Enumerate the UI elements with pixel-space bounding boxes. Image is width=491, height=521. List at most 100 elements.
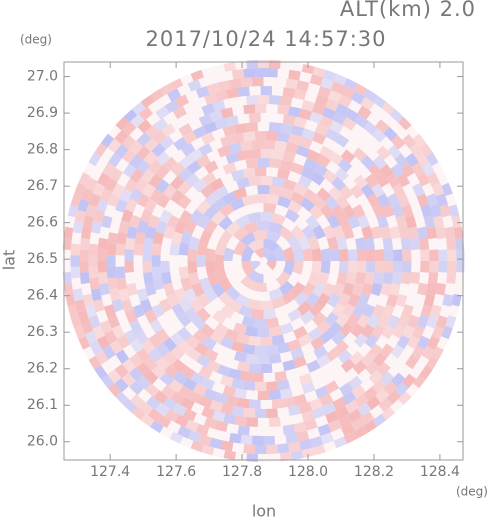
echo-cell — [218, 215, 233, 231]
echo-cell — [435, 282, 446, 296]
echo-cell — [335, 405, 350, 419]
echo-cell — [453, 226, 464, 239]
echo-cell — [251, 77, 264, 87]
echo-cell — [203, 417, 218, 430]
echo-cell — [209, 330, 225, 345]
echo-cell — [366, 314, 381, 329]
echo-cell — [163, 156, 178, 171]
echo-cell — [147, 408, 163, 423]
echo-cell — [345, 271, 357, 285]
echo-cell — [233, 187, 248, 200]
echo-cell — [151, 143, 166, 158]
echo-cell — [149, 319, 164, 334]
echo-cell — [398, 116, 412, 131]
echo-cell — [178, 209, 193, 225]
echo-cell — [129, 319, 143, 335]
echo-cell — [417, 226, 428, 240]
echo-cell — [231, 406, 245, 417]
echo-cell — [339, 382, 354, 396]
echo-cell — [280, 452, 293, 462]
echo-cell — [425, 152, 439, 167]
echo-cell — [445, 315, 457, 329]
echo-cell — [293, 182, 308, 197]
echo-cell — [347, 293, 361, 308]
echo-cell — [173, 371, 188, 386]
echo-cell — [106, 255, 116, 267]
x-tick-label: 128.0 — [288, 464, 328, 480]
y-tick-label: 26.5 — [27, 251, 58, 267]
echo-cell — [402, 249, 412, 261]
echo-cell — [187, 430, 202, 443]
echo-cell — [423, 293, 436, 307]
echo-cell — [130, 168, 144, 184]
echo-cell — [196, 292, 211, 308]
echo-cell — [171, 231, 183, 245]
echo-cell — [177, 425, 192, 439]
echo-cell — [251, 435, 264, 445]
echo-cell — [386, 293, 398, 308]
echo-cell — [320, 261, 331, 274]
echo-cell — [239, 370, 253, 382]
echo-cell — [233, 240, 247, 256]
echo-cell — [209, 400, 223, 412]
echo-cell — [226, 87, 239, 99]
echo-cell — [442, 293, 454, 307]
echo-cell — [309, 111, 323, 124]
echo-cell — [353, 426, 368, 439]
echo-cell — [325, 347, 341, 362]
echo-cell — [421, 162, 435, 177]
echo-cell — [356, 313, 371, 329]
echo-cell — [324, 380, 340, 394]
echo-cell — [322, 107, 337, 120]
echo-cell — [342, 282, 355, 297]
echo-cell — [148, 173, 163, 189]
echo-cell — [231, 69, 245, 80]
echo-cell — [396, 173, 411, 188]
echo-cell — [141, 339, 156, 354]
echo-cell — [279, 226, 295, 242]
echo-cell — [150, 88, 164, 102]
echo-cell — [247, 298, 261, 310]
echo-cell — [111, 298, 124, 313]
echo-cell — [260, 363, 273, 374]
x-tick-label: 127.4 — [90, 464, 130, 480]
echo-cell — [337, 292, 351, 308]
echo-cell — [386, 173, 400, 188]
echo-cell — [171, 358, 187, 373]
echo-cell — [161, 271, 172, 285]
echo-cell — [161, 123, 176, 138]
echo-cell — [308, 205, 324, 220]
echo-cell — [218, 291, 233, 307]
echo-cell — [316, 354, 331, 368]
echo-cell — [412, 374, 427, 389]
echo-cell — [426, 193, 439, 207]
echo-cell — [269, 95, 281, 105]
echo-cell — [115, 116, 129, 131]
echo-cell — [252, 229, 268, 241]
echo-cell — [368, 370, 383, 385]
echo-cell — [346, 313, 360, 328]
echo-cell — [82, 293, 94, 307]
echo-cell — [240, 434, 253, 445]
echo-cell — [394, 153, 409, 168]
echo-cell — [395, 214, 408, 229]
echo-cell — [381, 324, 395, 340]
echo-cell — [198, 143, 213, 157]
echo-cell — [169, 78, 184, 91]
echo-cell — [145, 383, 160, 398]
echo-cell — [219, 203, 235, 218]
echo-cell — [269, 353, 282, 364]
echo-cell — [383, 380, 398, 396]
echo-cell — [260, 336, 273, 346]
echo-cell — [288, 133, 302, 146]
echo-cell — [352, 303, 366, 318]
echo-cell — [282, 178, 297, 192]
echo-cell — [271, 149, 285, 160]
echo-cell — [348, 375, 363, 390]
echo-cell — [409, 271, 421, 285]
echo-cell — [180, 277, 193, 292]
echo-cell — [350, 184, 365, 199]
echo-cell — [217, 80, 231, 92]
echo-cell — [257, 158, 270, 168]
echo-cell — [362, 303, 376, 318]
